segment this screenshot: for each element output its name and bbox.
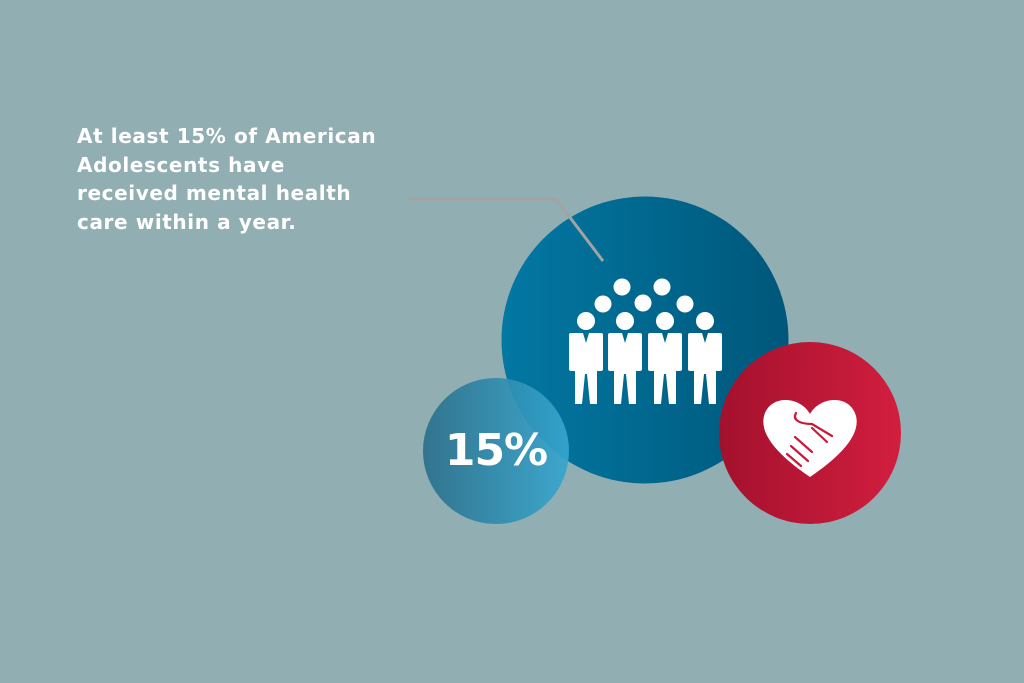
caption-line: received mental health xyxy=(77,181,352,205)
statistic-caption: At least 15% of American Adolescents hav… xyxy=(77,122,437,236)
caption-line: At least 15% of American xyxy=(77,124,377,148)
percent-circle xyxy=(423,378,569,524)
people-group-icon xyxy=(569,278,722,404)
caption-line: Adolescents have xyxy=(77,152,285,177)
caption-line: care within a year. xyxy=(77,209,297,234)
leader-line xyxy=(408,197,605,262)
people-circle xyxy=(501,196,789,484)
heart-handshake-icon xyxy=(763,400,857,477)
percent-value: 15% xyxy=(444,425,548,476)
